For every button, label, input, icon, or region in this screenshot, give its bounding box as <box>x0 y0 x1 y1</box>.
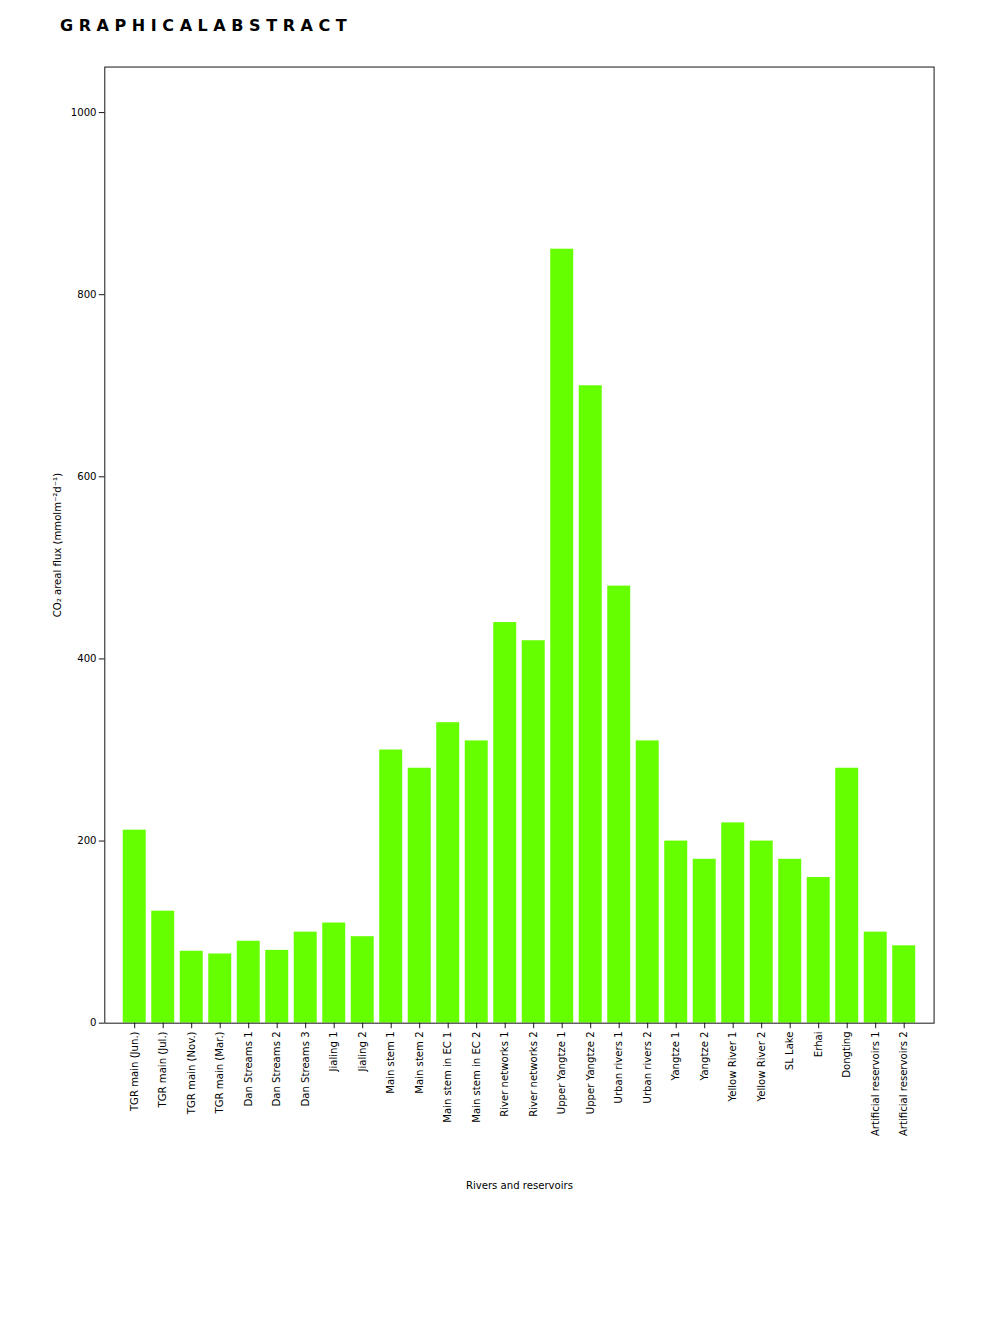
svg-text:1000: 1000 <box>71 107 97 118</box>
svg-text:Erhai: Erhai <box>813 1031 824 1057</box>
svg-text:SL Lake: SL Lake <box>784 1031 795 1070</box>
svg-text:Artificial reservoirs 1: Artificial reservoirs 1 <box>870 1031 881 1136</box>
svg-text:River networks 2: River networks 2 <box>528 1031 539 1116</box>
svg-text:800: 800 <box>77 289 96 300</box>
svg-text:400: 400 <box>77 653 96 664</box>
svg-text:Upper Yangtze 2: Upper Yangtze 2 <box>585 1031 596 1114</box>
svg-text:Urban rivers 2: Urban rivers 2 <box>642 1031 653 1103</box>
svg-text:200: 200 <box>77 835 96 846</box>
svg-text:Main stem 1: Main stem 1 <box>385 1031 396 1093</box>
svg-text:Main stem in EC 2: Main stem in EC 2 <box>471 1031 482 1122</box>
svg-text:TGR main (Mar.): TGR main (Mar.) <box>214 1031 225 1114</box>
svg-text:Rivers and reservoirs: Rivers and reservoirs <box>466 1180 573 1191</box>
svg-text:Dan Streams 1: Dan Streams 1 <box>243 1031 254 1106</box>
svg-text:Yangtze 2: Yangtze 2 <box>699 1031 710 1081</box>
svg-text:Artificial reservoirs 2: Artificial reservoirs 2 <box>898 1031 909 1136</box>
svg-text:Yellow River 2: Yellow River 2 <box>756 1031 767 1102</box>
svg-text:Yellow River 1: Yellow River 1 <box>727 1031 738 1102</box>
svg-text:600: 600 <box>77 471 96 482</box>
svg-text:Upper Yangtze 1: Upper Yangtze 1 <box>556 1031 567 1114</box>
svg-text:Dongting: Dongting <box>841 1031 852 1077</box>
svg-text:Main stem 2: Main stem 2 <box>414 1031 425 1093</box>
svg-text:River networks 1: River networks 1 <box>499 1031 510 1116</box>
svg-text:0: 0 <box>90 1017 96 1028</box>
svg-text:TGR main (Nov.): TGR main (Nov.) <box>186 1031 197 1115</box>
svg-text:Jialing 2: Jialing 2 <box>357 1031 368 1072</box>
svg-text:Jialing 1: Jialing 1 <box>328 1031 339 1072</box>
svg-text:TGR main (Jul.): TGR main (Jul.) <box>157 1031 168 1108</box>
svg-text:Yangtze 1: Yangtze 1 <box>670 1031 681 1081</box>
svg-text:CO₂ areal flux (mmolm⁻²d⁻¹): CO₂ areal flux (mmolm⁻²d⁻¹) <box>52 473 63 617</box>
svg-text:Urban rivers 1: Urban rivers 1 <box>613 1031 624 1103</box>
svg-text:Dan Streams 2: Dan Streams 2 <box>271 1031 282 1106</box>
svg-text:TGR main (Jun.): TGR main (Jun.) <box>129 1031 140 1112</box>
svg-text:Main stem in EC 1: Main stem in EC 1 <box>442 1031 453 1122</box>
svg-text:Dan Streams 3: Dan Streams 3 <box>300 1031 311 1106</box>
html-text:G R A P H I C A L A B S T R A: G R A P H I C A L A B S T R A C T <box>60 16 347 35</box>
